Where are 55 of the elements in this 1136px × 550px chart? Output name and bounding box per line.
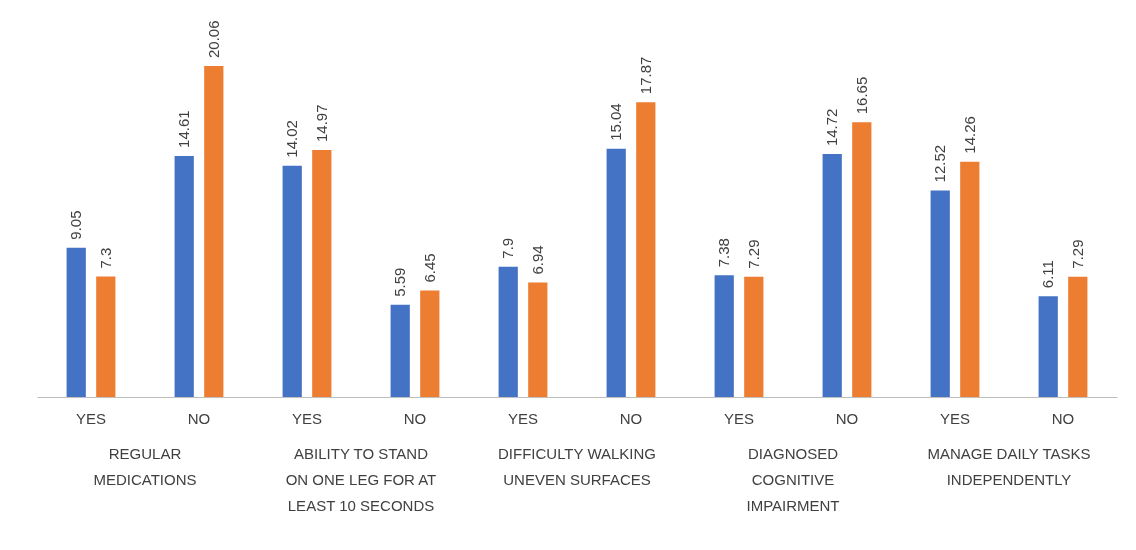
x-tick-label: NO: [403, 409, 427, 427]
data-label: 7.3: [96, 247, 114, 269]
data-label: 5.59: [391, 267, 409, 297]
data-label: 16.65: [852, 76, 870, 115]
data-label: 7.29: [1068, 239, 1086, 269]
bar: [636, 102, 656, 397]
bar: [822, 154, 842, 397]
bar: [96, 276, 116, 397]
data-label: 6.11: [1039, 260, 1057, 289]
bar: [1038, 296, 1058, 397]
data-label: 7.29: [744, 239, 762, 269]
bar: [498, 266, 518, 397]
x-tick-label: NO: [1051, 409, 1075, 427]
bar: [960, 161, 980, 397]
x-tick-label: NO: [187, 409, 211, 427]
data-label: 15.04: [607, 103, 625, 141]
data-label: 9.05: [67, 210, 85, 240]
data-label: 7.38: [715, 238, 733, 268]
x-tick-label: YES: [291, 409, 323, 427]
x-tick-label: YES: [507, 409, 539, 427]
bar: [714, 275, 734, 397]
bar: [420, 290, 440, 397]
bar: [1068, 276, 1088, 397]
data-label: 12.52: [931, 144, 949, 183]
data-label: 6.94: [528, 245, 546, 275]
bar: [852, 122, 872, 397]
text: DIFFICULTY WALKING UNEVEN SURFACES: [497, 445, 657, 488]
data-label: 7.9: [499, 237, 517, 259]
data-label: 14.02: [283, 120, 301, 158]
data-label: 20.06: [204, 20, 222, 59]
data-label: 17.87: [636, 56, 654, 95]
data-label: 6.45: [420, 253, 438, 283]
x-tick-label: YES: [75, 409, 107, 427]
bar: [744, 276, 764, 397]
x-tick-label: YES: [723, 409, 755, 427]
bar: [606, 148, 626, 397]
bar: [174, 155, 194, 397]
data-label: 14.26: [960, 116, 978, 154]
bar: [528, 282, 548, 397]
bar: [312, 149, 332, 397]
text: ABILITY TO STAND ON ONE LEG FOR AT LEAST 10 SECONDS: [285, 445, 437, 514]
bar: [204, 66, 224, 397]
text: REGULAR MEDICATIONS: [93, 445, 197, 488]
bar: [282, 165, 302, 397]
bar: [930, 190, 950, 397]
bar: [390, 304, 410, 397]
text: DIAGNOSED COGNITIVE IMPAIRMENT: [746, 445, 840, 514]
data-label: 14.72: [823, 108, 841, 147]
data-label: 14.97: [312, 104, 330, 142]
x-tick-label: NO: [619, 409, 643, 427]
text: MANAGE DAILY TASKS INDEPENDENTLY: [927, 445, 1091, 488]
x-tick-label: NO: [835, 409, 859, 427]
x-tick-label: YES: [939, 409, 971, 427]
bar: [66, 247, 86, 397]
data-label: 14.61: [175, 110, 193, 148]
